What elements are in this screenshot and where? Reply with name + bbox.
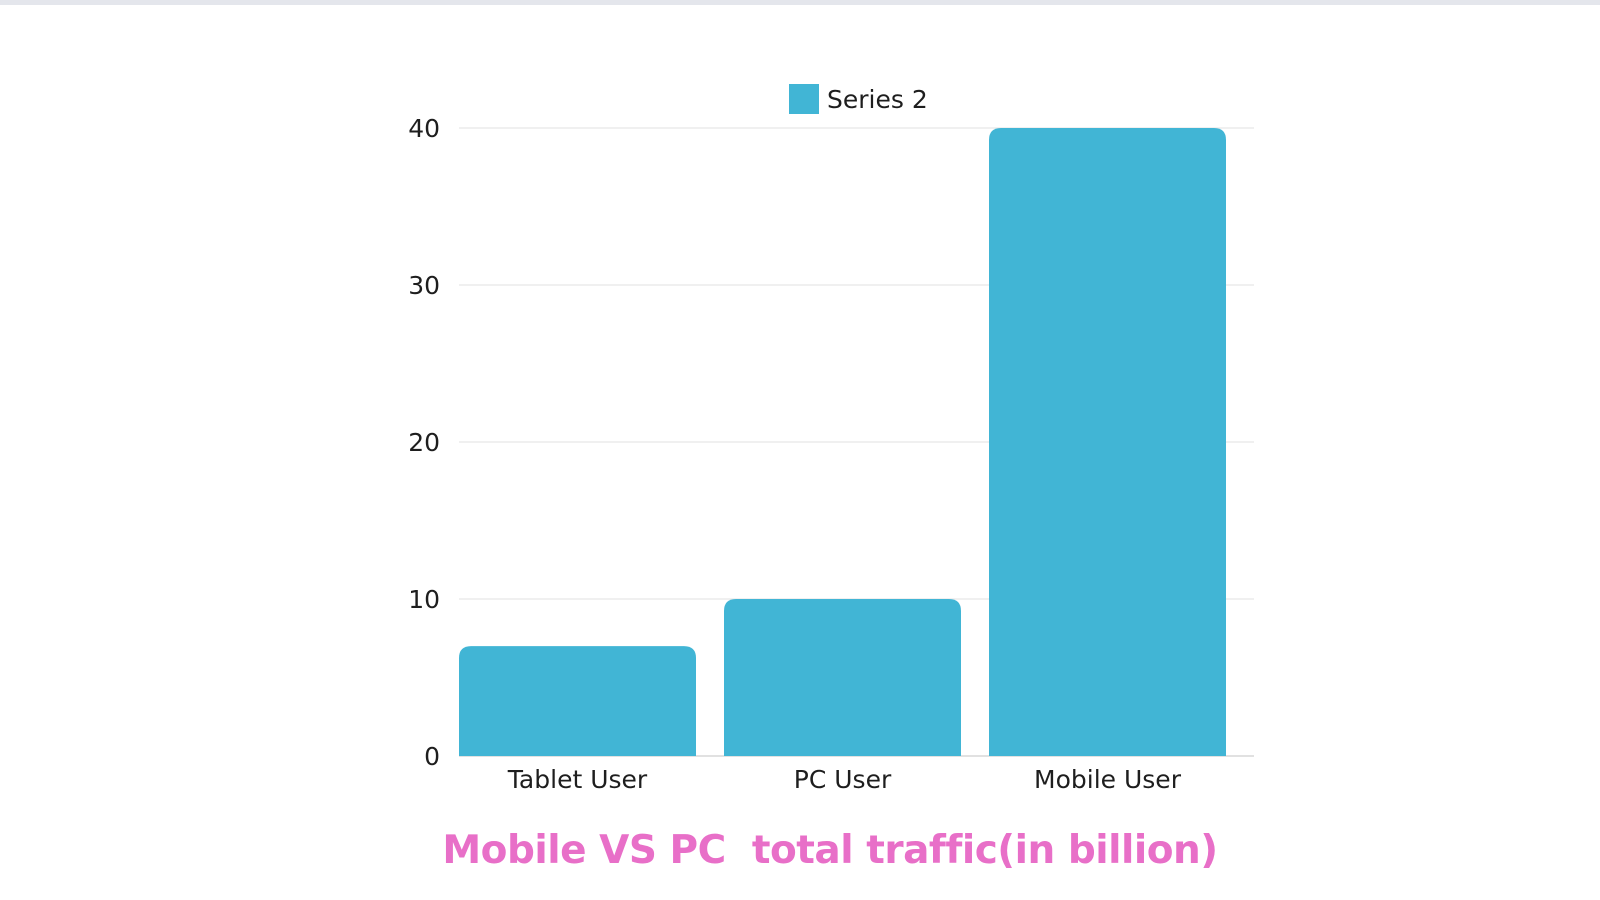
bar-pc-user[interactable] [724,599,961,756]
x-tick-label: Mobile User [1034,765,1182,794]
top-strip [0,0,1600,5]
y-tick-label: 10 [408,585,440,614]
y-axis-ticks: 0 10 20 30 40 [408,114,440,771]
legend[interactable]: Series 2 [789,84,928,114]
legend-label: Series 2 [827,85,928,114]
y-tick-label: 0 [424,742,440,771]
x-tick-label: PC User [794,765,892,794]
y-tick-label: 40 [408,114,440,143]
y-tick-label: 30 [408,271,440,300]
x-axis-ticks: Tablet User PC User Mobile User [507,765,1182,794]
x-tick-label: Tablet User [507,765,648,794]
bars [459,128,1226,756]
legend-swatch [789,84,819,114]
chart-title: Mobile VS PC total traffic(in billion) [442,828,1218,873]
y-tick-label: 20 [408,428,440,457]
bar-mobile-user[interactable] [989,128,1226,756]
bar-tablet-user[interactable] [459,646,696,756]
